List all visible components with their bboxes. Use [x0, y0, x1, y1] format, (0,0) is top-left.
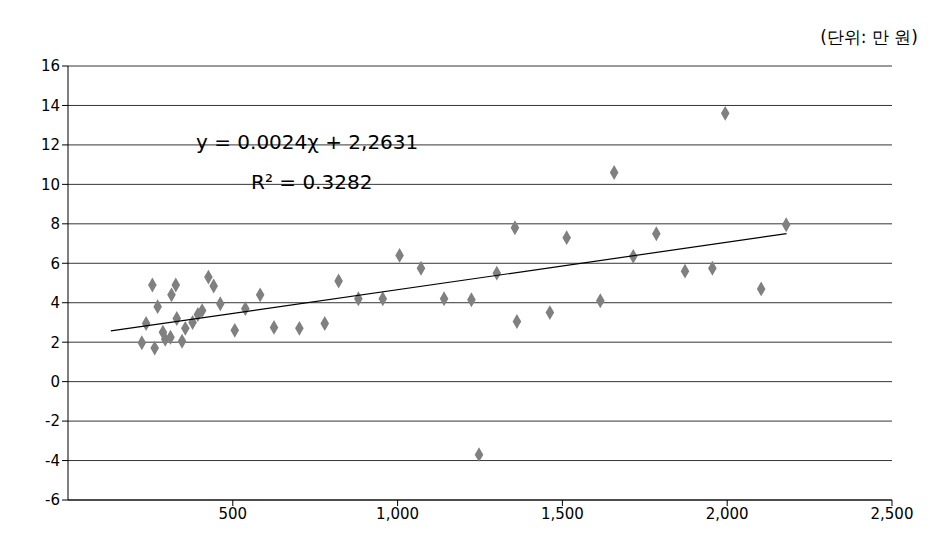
svg-text:4: 4 [50, 294, 60, 312]
svg-text:10: 10 [41, 176, 60, 194]
svg-text:1,500: 1,500 [541, 505, 584, 523]
html-text:R² = 0.3282: R² = 0.3282 [251, 170, 373, 194]
svg-text:2: 2 [50, 334, 60, 352]
svg-text:2,000: 2,000 [706, 505, 749, 523]
svg-text:1,000: 1,000 [376, 505, 419, 523]
svg-text:-4: -4 [45, 452, 60, 470]
svg-text:500: 500 [218, 505, 247, 523]
svg-text:-6: -6 [45, 491, 60, 509]
svg-text:0: 0 [50, 373, 60, 391]
svg-text:2,500: 2,500 [871, 505, 914, 523]
svg-text:-2: -2 [45, 412, 60, 430]
svg-text:14: 14 [41, 97, 60, 115]
svg-text:12: 12 [41, 136, 60, 154]
svg-text:8: 8 [50, 215, 60, 233]
svg-text:6: 6 [50, 255, 60, 273]
html-text:y = 0.0024χ + 2,2631: y = 0.0024χ + 2,2631 [196, 130, 419, 154]
html-text:(단위: 만 원): (단위: 만 원) [820, 27, 918, 47]
svg-text:16: 16 [41, 57, 60, 75]
